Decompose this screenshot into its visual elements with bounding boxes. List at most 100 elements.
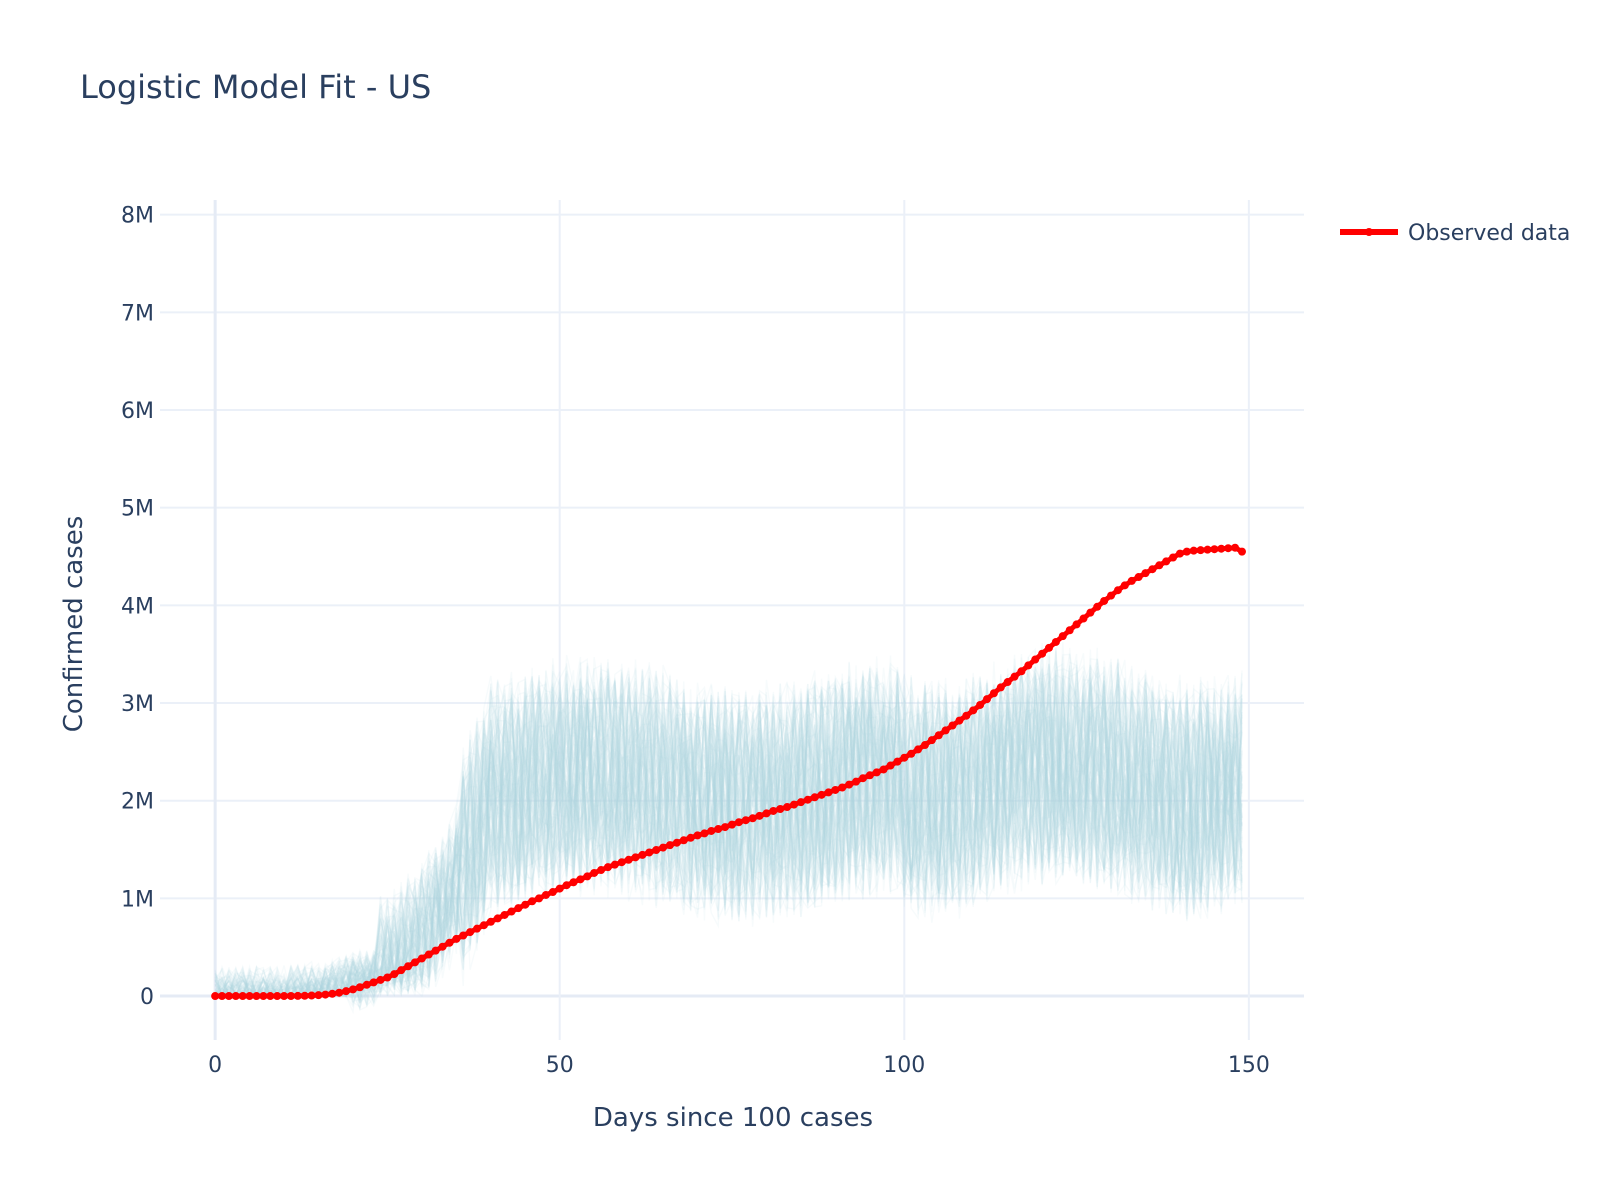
sample-trajectory-15 bbox=[214, 663, 1243, 998]
observed-point-119 bbox=[1031, 655, 1040, 664]
sample-trajectory-49 bbox=[214, 667, 1243, 997]
sample-trajectory-28 bbox=[214, 660, 1243, 998]
observed-point-12 bbox=[293, 991, 302, 1000]
sample-trajectory-23 bbox=[214, 669, 1243, 998]
sample-trajectory-64 bbox=[214, 669, 1243, 998]
y-tick-label-5: 5M bbox=[121, 497, 154, 522]
sample-trajectory-37 bbox=[214, 667, 1243, 998]
observed-point-103 bbox=[920, 741, 929, 750]
sample-trajectory-90 bbox=[214, 663, 1243, 1005]
observed-point-121 bbox=[1045, 643, 1054, 652]
observed-point-8 bbox=[266, 992, 275, 1001]
x-tick-label-1: 50 bbox=[546, 1053, 574, 1078]
sample-trajectory-47 bbox=[214, 671, 1243, 998]
observed-point-20 bbox=[348, 985, 357, 994]
x-tick-label-2: 100 bbox=[883, 1053, 925, 1078]
observed-point-135 bbox=[1141, 569, 1150, 578]
observed-point-115 bbox=[1003, 678, 1012, 687]
sample-trajectory-20 bbox=[214, 662, 1243, 1004]
observed-point-82 bbox=[776, 805, 785, 813]
sample-trajectory-89 bbox=[215, 670, 1243, 998]
legend[interactable]: Observed data bbox=[1340, 221, 1570, 246]
sample-trajectory-117 bbox=[215, 666, 1243, 999]
observed-point-141 bbox=[1182, 547, 1191, 556]
observed-point-77 bbox=[741, 816, 750, 825]
observed-point-120 bbox=[1038, 649, 1047, 658]
sample-trajectory-86 bbox=[214, 670, 1243, 998]
sample-trajectory-106 bbox=[214, 659, 1243, 1003]
observed-point-129 bbox=[1100, 596, 1109, 605]
observed-point-16 bbox=[321, 990, 330, 999]
observed-point-18 bbox=[335, 988, 344, 997]
y-axis-title: Confirmed cases bbox=[59, 516, 89, 733]
observed-point-7 bbox=[259, 992, 268, 1001]
observed-point-140 bbox=[1175, 549, 1184, 558]
sample-trajectory-87 bbox=[215, 662, 1243, 1001]
observed-point-106 bbox=[941, 726, 950, 735]
observed-point-47 bbox=[535, 894, 544, 903]
sample-trajectory-12 bbox=[214, 668, 1243, 998]
observed-point-27 bbox=[397, 966, 406, 975]
observed-point-116 bbox=[1010, 672, 1019, 681]
y-tick-label-6: 6M bbox=[121, 399, 154, 424]
observed-point-3 bbox=[231, 992, 240, 1001]
sample-trajectory-30 bbox=[214, 673, 1243, 1001]
observed-point-108 bbox=[955, 716, 964, 725]
observed-point-72 bbox=[707, 826, 716, 835]
observed-point-87 bbox=[810, 793, 819, 802]
observed-point-11 bbox=[286, 992, 295, 1000]
observed-point-15 bbox=[314, 991, 323, 1000]
y-tick-label-2: 2M bbox=[121, 790, 154, 815]
observed-point-32 bbox=[431, 946, 440, 955]
sample-trajectory-11 bbox=[214, 677, 1243, 999]
observed-point-139 bbox=[1169, 553, 1178, 562]
x-tick-label-0: 0 bbox=[208, 1053, 222, 1078]
sample-trajectory-81 bbox=[215, 647, 1243, 998]
observed-point-84 bbox=[790, 800, 799, 809]
observed-point-132 bbox=[1120, 581, 1129, 590]
sample-trajectory-114 bbox=[214, 660, 1243, 998]
observed-point-100 bbox=[900, 753, 909, 762]
sample-trajectory-88 bbox=[215, 688, 1243, 997]
observed-point-24 bbox=[376, 975, 385, 984]
sample-trajectory-29 bbox=[215, 665, 1243, 1000]
sample-trajectory-0 bbox=[214, 677, 1243, 997]
observed-point-0 bbox=[211, 992, 220, 1001]
observed-point-93 bbox=[852, 777, 861, 786]
sample-trajectory-93 bbox=[214, 641, 1243, 998]
observed-point-10 bbox=[280, 992, 289, 1001]
observed-point-67 bbox=[672, 838, 681, 847]
observed-point-134 bbox=[1134, 573, 1143, 582]
observed-point-97 bbox=[879, 765, 888, 774]
y-tick-label-0: 0 bbox=[140, 985, 154, 1010]
observed-point-98 bbox=[886, 761, 895, 770]
observed-point-40 bbox=[486, 917, 495, 926]
observed-point-81 bbox=[769, 806, 778, 815]
sample-trajectory-18 bbox=[214, 666, 1243, 997]
sample-trajectory-98 bbox=[215, 667, 1243, 997]
observed-point-37 bbox=[466, 928, 475, 937]
observed-point-131 bbox=[1113, 586, 1122, 595]
sample-trajectory-73 bbox=[214, 664, 1243, 1008]
sample-trajectory-21 bbox=[215, 656, 1243, 1004]
observed-point-122 bbox=[1051, 637, 1060, 646]
observed-point-50 bbox=[555, 884, 564, 893]
observed-point-149 bbox=[1237, 547, 1246, 556]
sample-trajectory-26 bbox=[215, 656, 1243, 999]
observed-point-143 bbox=[1196, 546, 1205, 555]
sample-trajectory-66 bbox=[215, 654, 1243, 1000]
observed-point-48 bbox=[541, 890, 550, 899]
sample-trajectory-53 bbox=[215, 677, 1243, 1002]
observed-point-112 bbox=[982, 695, 991, 704]
sample-trajectory-19 bbox=[214, 671, 1243, 1004]
sample-trajectory-103 bbox=[214, 676, 1243, 1005]
observed-point-136 bbox=[1148, 565, 1157, 574]
sample-trajectory-72 bbox=[214, 667, 1243, 1001]
observed-point-23 bbox=[369, 978, 378, 987]
sample-trajectory-59 bbox=[215, 670, 1243, 999]
observed-point-110 bbox=[969, 706, 978, 715]
observed-point-70 bbox=[693, 831, 702, 840]
sample-trajectory-105 bbox=[215, 653, 1243, 997]
sample-trajectory-107 bbox=[215, 653, 1243, 1007]
observed-point-89 bbox=[824, 788, 833, 797]
